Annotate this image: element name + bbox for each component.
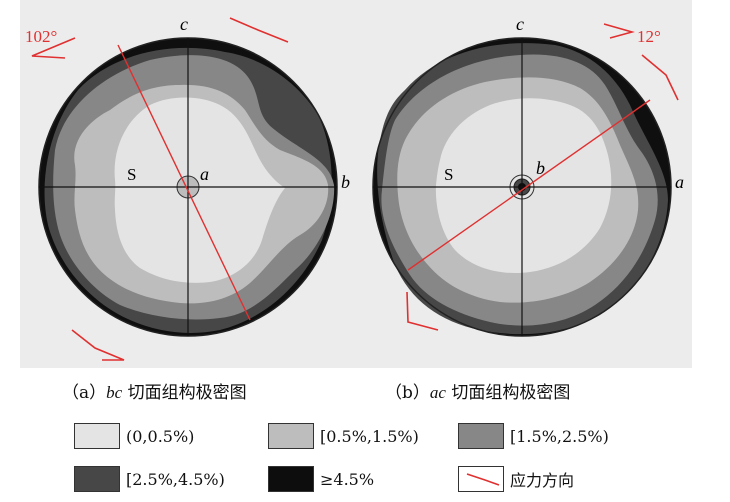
- stereonet-a: [31, 17, 338, 361]
- axis-label-a-b: a: [675, 172, 684, 192]
- center-label-b: b: [536, 158, 545, 178]
- stress-direction-line-a: [117, 44, 251, 321]
- stress-arrow-a-bottomleft: [71, 329, 125, 361]
- legend-label-0-0.5: (0,0.5%): [126, 426, 195, 446]
- legend-label-ge-4.5: ≥4.5%: [320, 469, 375, 489]
- stress-arrow-b-bottomleft: [406, 291, 439, 331]
- axis-label-c-a: c: [180, 14, 188, 34]
- legend-swatch-ge-4.5: [268, 466, 314, 492]
- legend-swatch-1.5-2.5: [458, 423, 504, 449]
- caption-b-prefix: （b）: [385, 383, 430, 403]
- stress-arrow-b-right: [641, 54, 679, 101]
- legend-item-stress-direction: 应力方向: [458, 464, 574, 494]
- figure-panels: 102° c b a S 12° c a b S: [20, 0, 692, 368]
- stress-arrow-a-topright: [229, 17, 289, 43]
- stress-arrow-icon: [466, 473, 500, 486]
- legend-item-0.5-1.5: [0.5%,1.5%): [268, 421, 419, 451]
- legend-label-1.5-2.5: [1.5%,2.5%): [510, 426, 609, 446]
- center-label-a: a: [200, 164, 209, 184]
- axis-label-b-a: b: [341, 172, 350, 192]
- stress-arrow-a-topleft: [31, 37, 76, 59]
- legend-item-0-0.5: (0,0.5%): [74, 421, 194, 451]
- legend-label-0.5-1.5: [0.5%,1.5%): [320, 426, 419, 446]
- legend-swatch-0-0.5: [74, 423, 120, 449]
- legend-item-ge-4.5: ≥4.5%: [268, 464, 374, 494]
- legend-item-1.5-2.5: [1.5%,2.5%): [458, 421, 609, 451]
- density-0-0.5-a: [114, 97, 285, 283]
- angle-label-a: 102°: [25, 27, 57, 46]
- legend-swatch-stress-direction: [458, 466, 504, 492]
- caption-a-axes: bc: [106, 383, 123, 402]
- caption-b-axes: ac: [429, 383, 446, 402]
- caption-a-text: 切面组构极密图: [122, 383, 247, 403]
- legend-item-2.5-4.5: [2.5%,4.5%): [74, 464, 225, 494]
- stress-direction-line-b: [407, 99, 651, 271]
- legend-swatch-0.5-1.5: [268, 423, 314, 449]
- stress-arrow-b-top: [603, 23, 635, 39]
- legend-label-2.5-4.5: [2.5%,4.5%): [126, 469, 225, 489]
- caption-b-text: 切面组构极密图: [445, 383, 571, 403]
- s-label-b: S: [444, 165, 453, 184]
- legend-label-stress-direction: 应力方向: [510, 471, 575, 490]
- caption-b: （b）ac 切面组构极密图: [385, 378, 570, 403]
- stereonet-b: [372, 23, 679, 337]
- legend-swatch-2.5-4.5: [74, 466, 120, 492]
- caption-a-prefix: （a）: [62, 383, 107, 403]
- angle-label-b: 12°: [637, 27, 661, 46]
- axis-label-c-b: c: [516, 14, 524, 34]
- s-label-a: S: [127, 165, 136, 184]
- caption-a: （a）bc 切面组构极密图: [62, 378, 247, 403]
